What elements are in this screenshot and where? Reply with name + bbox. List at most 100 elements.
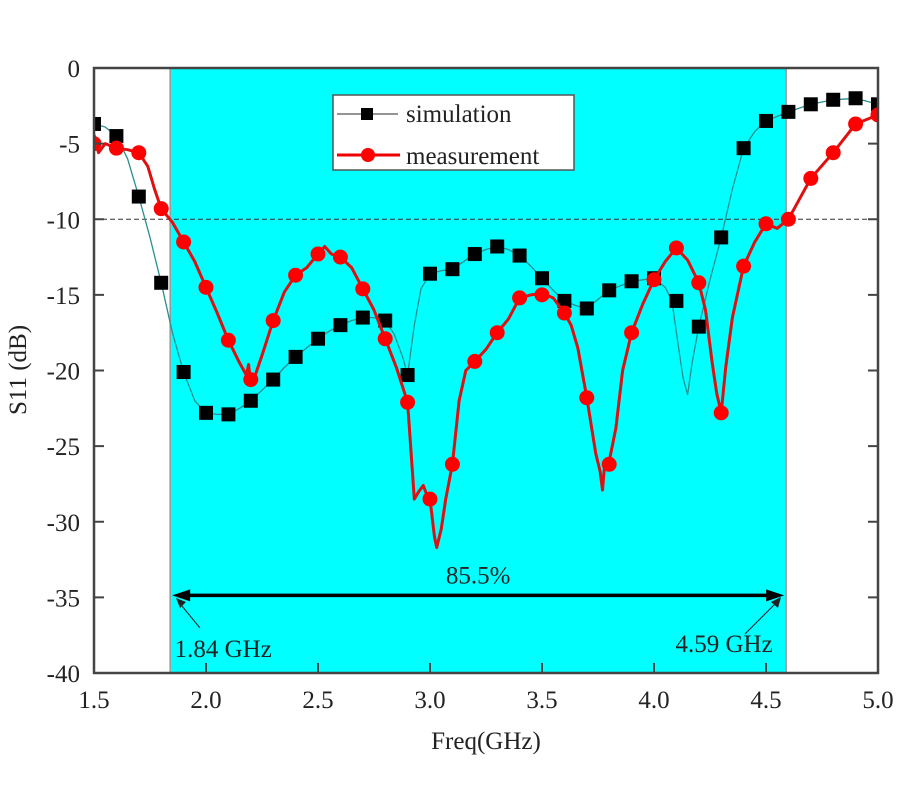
bandwidth-arrow-left-head <box>172 589 191 602</box>
measurement-marker <box>668 240 684 256</box>
series-simulation <box>94 91 878 422</box>
x-axis-title: Freq(GHz) <box>431 728 541 755</box>
y-tick-label: -30 <box>47 510 80 537</box>
simulation-marker <box>378 313 393 328</box>
lower-freq-pointer-head <box>176 598 186 608</box>
simulation-marker <box>871 97 878 112</box>
x-tick-label: 3.0 <box>414 687 445 714</box>
measurement-marker <box>825 145 841 161</box>
measurement-marker <box>243 372 259 388</box>
measurement-marker <box>332 249 348 265</box>
measurement-marker <box>489 325 505 341</box>
legend-simulation-marker <box>361 108 373 120</box>
x-tick-label: 2.5 <box>302 687 333 714</box>
simulation-marker <box>243 393 258 408</box>
simulation-marker <box>714 230 729 245</box>
simulation-marker <box>445 262 460 277</box>
series-layer <box>94 91 878 549</box>
measurement-marker <box>534 287 550 303</box>
measurement-marker <box>803 170 819 186</box>
simulation-marker <box>781 104 796 119</box>
measurement-marker <box>512 290 528 306</box>
simulation-marker <box>355 310 370 325</box>
measurement-marker <box>624 325 640 341</box>
simulation-marker <box>94 116 101 131</box>
measurement-marker <box>736 258 752 274</box>
bandwidth-percent-label: 85.5% <box>446 562 511 589</box>
measurement-marker <box>220 332 236 348</box>
simulation-marker <box>759 113 773 128</box>
simulation-marker <box>176 365 191 380</box>
measurement-line <box>94 113 878 549</box>
upper-frequency-label: 4.59 GHz <box>676 631 773 658</box>
simulation-marker <box>490 239 505 254</box>
simulation-marker <box>579 301 594 316</box>
annotation-layer: 85.5% 1.84 GHz 4.59 GHz <box>172 562 785 663</box>
simulation-marker <box>669 293 684 308</box>
y-tick-label: -25 <box>47 434 80 461</box>
measurement-marker <box>355 281 371 297</box>
simulation-marker <box>221 407 236 422</box>
simulation-marker <box>400 368 415 383</box>
upper-freq-pointer-head <box>771 597 781 608</box>
measurement-marker <box>176 234 192 250</box>
measurement-marker <box>310 246 326 262</box>
bandwidth-arrow-right-head <box>766 589 785 602</box>
simulation-marker <box>199 405 213 420</box>
simulation-marker <box>288 349 303 364</box>
measurement-marker <box>579 390 595 406</box>
simulation-marker <box>423 266 437 281</box>
measurement-marker <box>467 353 483 369</box>
y-tick-label: -15 <box>47 283 80 310</box>
measurement-marker <box>713 405 729 421</box>
measurement-marker <box>400 394 416 410</box>
simulation-marker <box>512 248 527 263</box>
measurement-marker <box>108 140 124 156</box>
measurement-marker <box>758 216 774 232</box>
x-tick-label: 5.0 <box>862 687 893 714</box>
simulation-marker <box>311 331 325 346</box>
measurement-marker <box>444 456 460 472</box>
simulation-marker <box>333 318 348 333</box>
simulation-marker <box>826 92 841 107</box>
measurement-marker <box>870 107 878 123</box>
legend: simulation measurement <box>332 94 575 171</box>
measurement-marker <box>780 211 796 227</box>
simulation-marker <box>803 97 818 112</box>
simulation-marker <box>535 271 549 286</box>
x-tick-label: 4.5 <box>750 687 781 714</box>
measurement-marker <box>556 305 572 321</box>
x-tick-label: 4.0 <box>638 687 669 714</box>
lower-freq-pointer-line <box>181 605 201 629</box>
simulation-marker <box>266 372 281 387</box>
simulation-marker <box>602 283 617 298</box>
simulation-marker <box>736 141 751 156</box>
x-tick-label: 3.5 <box>526 687 557 714</box>
measurement-marker <box>848 116 864 132</box>
x-tick-label: 1.5 <box>78 687 109 714</box>
simulation-marker <box>109 129 124 144</box>
x-tick-label: 2.0 <box>190 687 221 714</box>
measurement-marker <box>377 331 393 347</box>
simulation-marker <box>624 274 639 289</box>
y-tick-label: -35 <box>47 585 80 612</box>
y-tick-label: -20 <box>47 359 80 386</box>
y-tick-label: -40 <box>47 661 80 688</box>
legend-measurement-label: measurement <box>406 143 539 170</box>
lower-frequency-label: 1.84 GHz <box>175 636 272 663</box>
y-tick-label: 0 <box>68 56 81 83</box>
simulation-marker <box>154 275 169 290</box>
axes-layer: 1.5 2.0 2.5 3.0 3.5 4.0 4.5 5.0 0 -5 -10 -15 -20 -25 -… <box>47 56 894 714</box>
legend-measurement-marker <box>361 148 375 162</box>
simulation-marker <box>691 319 706 334</box>
legend-simulation-label: simulation <box>406 101 512 128</box>
series-measurement <box>94 107 878 549</box>
measurement-marker <box>601 456 617 472</box>
measurement-marker <box>198 279 214 295</box>
simulation-marker <box>848 91 863 106</box>
simulation-marker <box>467 247 482 262</box>
measurement-marker <box>288 267 304 283</box>
simulation-marker <box>131 189 146 204</box>
y-axis-title: S11 (dB) <box>5 325 32 415</box>
